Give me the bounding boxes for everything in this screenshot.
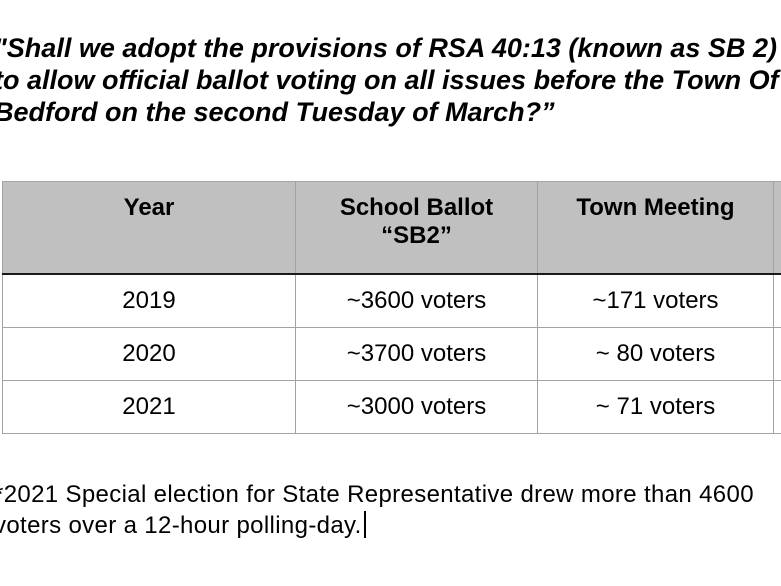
cell-clipped-2019[interactable] (773, 273, 781, 328)
cell-school-ballot-2021[interactable]: ~3000 voters (295, 380, 538, 434)
cell-town-meeting-2020[interactable]: ~ 80 voters (537, 327, 774, 381)
heading-line-1: "Shall we adopt the provisions of RSA 40… (0, 33, 777, 63)
ballot-question-heading[interactable]: "Shall we adopt the provisions of RSA 40… (0, 32, 779, 128)
footnote-line-2: voters over a 12-hour polling-day. (0, 510, 754, 541)
cell-clipped-2020[interactable] (773, 327, 781, 381)
cell-year-2019[interactable]: 2019 (2, 273, 296, 328)
column-header-town-meeting[interactable]: Town Meeting (537, 181, 774, 275)
voter-turnout-table: Year School Ballot “SB2” Town Meeting 20… (2, 181, 781, 434)
column-header-year[interactable]: Year (2, 181, 296, 275)
table-row: 2021 ~3000 voters ~ 71 voters (2, 380, 781, 434)
table-row: 2019 ~3600 voters ~171 voters (2, 273, 781, 328)
footnote-line-1: *2021 Special election for State Represe… (0, 481, 754, 508)
heading-line-3: Bedford on the second Tuesday of March?” (0, 97, 555, 127)
cell-clipped-2021[interactable] (773, 380, 781, 434)
table-header-row: Year School Ballot “SB2” Town Meeting (2, 181, 781, 275)
heading-line-2: to allow official ballot voting on all i… (0, 65, 779, 95)
column-header-school-ballot[interactable]: School Ballot “SB2” (295, 181, 538, 275)
table-row: 2020 ~3700 voters ~ 80 voters (2, 327, 781, 381)
cell-year-2021[interactable]: 2021 (2, 380, 296, 434)
cell-year-2020[interactable]: 2020 (2, 327, 296, 381)
footnote-line-2-text: voters over a 12-hour polling-day. (0, 512, 362, 539)
voter-turnout-table-grid: Year School Ballot “SB2” Town Meeting 20… (2, 181, 781, 434)
column-header-clipped[interactable] (773, 181, 781, 275)
cell-town-meeting-2021[interactable]: ~ 71 voters (537, 380, 774, 434)
cell-town-meeting-2019[interactable]: ~171 voters (537, 273, 774, 328)
cell-school-ballot-2019[interactable]: ~3600 voters (295, 273, 538, 328)
cell-school-ballot-2020[interactable]: ~3700 voters (295, 327, 538, 381)
text-cursor-caret (363, 511, 366, 538)
footnote-text[interactable]: *2021 Special election for State Represe… (0, 479, 754, 541)
